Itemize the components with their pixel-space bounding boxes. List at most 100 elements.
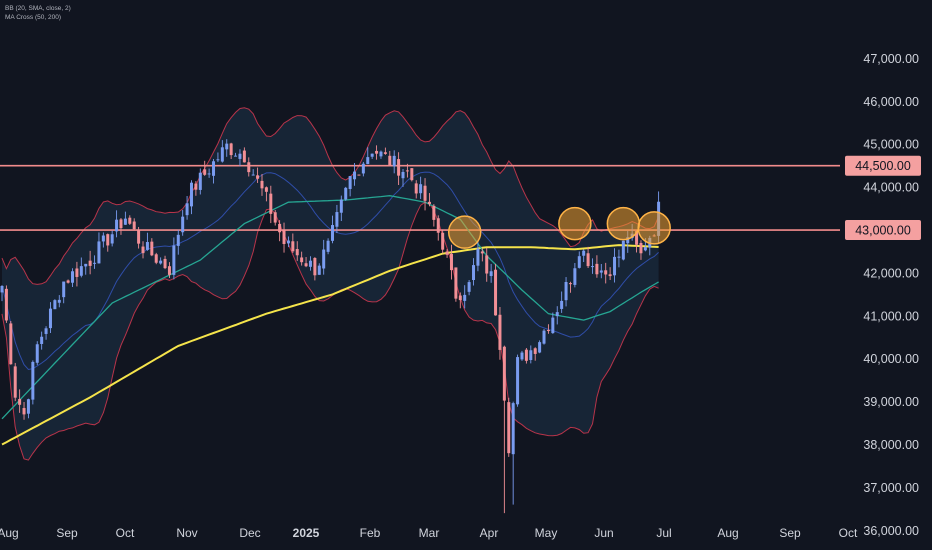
candle-body-35 (154, 254, 158, 263)
candle-body-96 (423, 185, 427, 201)
candle-body-78 (344, 187, 348, 200)
y-tick-label-3: 39,000.00 (863, 395, 919, 409)
candle-body-94 (414, 183, 418, 194)
candle-body-140 (617, 256, 621, 258)
y-tick-label-9: 45,000.00 (863, 138, 919, 152)
candle-body-61 (269, 193, 273, 214)
candle-body-118 (520, 352, 524, 360)
candle-body-92 (405, 170, 409, 172)
candle-body-50 (220, 147, 224, 162)
x-tick-label-4: Dec (239, 526, 260, 540)
candle-body-55 (242, 150, 246, 163)
candle-body-30 (132, 221, 136, 230)
candle-body-32 (141, 246, 145, 254)
candle-body-11 (48, 308, 52, 329)
highlight-circle-3 (637, 211, 671, 245)
candle-body-42 (185, 203, 189, 216)
candle-body-15 (66, 280, 70, 283)
level-tag-1 (845, 220, 921, 241)
candle-body-24 (106, 234, 110, 246)
candle-body-88 (388, 155, 392, 166)
candle-body-40 (176, 234, 180, 246)
candle-body-33 (145, 242, 149, 250)
highlight-circle-2 (606, 206, 641, 241)
candle-body-82 (361, 163, 365, 174)
candle-body-123 (542, 330, 546, 344)
candle-body-126 (555, 312, 559, 317)
candle-body-14 (62, 281, 66, 298)
candles (0, 139, 661, 514)
candle-body-58 (256, 175, 260, 179)
indicator-bb-label[interactable]: BB (20, SMA, close, 2) (5, 5, 71, 12)
level-tag-label-1: 43,000.00 (855, 224, 911, 238)
x-tick-label-2: Oct (116, 526, 135, 540)
x-tick-label-6: Feb (360, 526, 381, 540)
candle-body-25 (110, 234, 114, 244)
candle-body-60 (264, 187, 268, 192)
candle-body-144 (635, 230, 639, 245)
candle-body-142 (626, 237, 630, 244)
candle-body-112 (494, 269, 498, 316)
candle-body-29 (128, 217, 132, 224)
bb-fill (2, 107, 659, 461)
candle-body-114 (502, 346, 506, 401)
candle-body-5 (22, 408, 26, 415)
candle-body-38 (167, 266, 171, 275)
y-tick-label-2: 38,000.00 (863, 438, 919, 452)
candle-body-141 (621, 240, 625, 260)
x-tick-label-13: Sep (779, 526, 801, 540)
candle-body-22 (97, 241, 101, 264)
highlight-circles (447, 206, 671, 249)
y-tick-label-5: 41,000.00 (863, 309, 919, 323)
candle-body-64 (282, 229, 286, 245)
candle-body-51 (225, 143, 229, 150)
candle-body-111 (489, 271, 493, 277)
indicator-legend[interactable]: BB (20, SMA, close, 2) MA Cross (50, 200… (5, 4, 71, 22)
candle-body-36 (159, 260, 163, 264)
candle-body-117 (516, 357, 520, 405)
highlight-circle-0 (447, 215, 482, 249)
candle-body-79 (348, 176, 352, 189)
x-tick-label-1: Sep (56, 526, 78, 540)
x-tick-label-7: Mar (419, 526, 440, 540)
candle-body-46 (203, 169, 207, 175)
candle-body-68 (300, 257, 304, 263)
candle-body-84 (370, 153, 374, 157)
x-tick-label-9: May (535, 526, 558, 540)
candle-body-90 (397, 159, 401, 176)
x-tick-label-5: 2025 (293, 526, 320, 540)
level-tag-0 (845, 155, 921, 176)
candle-body-115 (507, 402, 511, 454)
indicator-ma-cross-label[interactable]: MA Cross (50, 200) (5, 14, 61, 21)
candle-body-100 (441, 232, 445, 250)
candle-body-7 (31, 361, 35, 400)
highlight-circle-1 (558, 206, 592, 241)
x-axis: Aug Sep Oct Nov Dec 2025 Feb Mar Apr May Jun Jul Aug… (0, 526, 858, 540)
candle-body-9 (40, 336, 44, 344)
candle-body-91 (401, 171, 405, 179)
candle-body-103 (454, 267, 458, 299)
candle-body-6 (26, 399, 30, 414)
candle-body-120 (529, 350, 533, 361)
candle-body-73 (322, 249, 326, 269)
ma50-line (1, 195, 659, 420)
candle-body-80 (353, 171, 357, 180)
candle-body-19 (84, 263, 88, 267)
candle-body-104 (458, 295, 462, 301)
candle-body-66 (291, 241, 295, 252)
candle-body-127 (560, 300, 564, 309)
x-tick-label-0: Aug (0, 526, 19, 540)
candle-body-97 (427, 201, 431, 205)
candle-body-48 (212, 161, 216, 176)
candle-body-34 (150, 241, 154, 256)
y-axis: 36,000.00 37,000.00 38,000.00 39,000.00 40,0… (863, 52, 919, 538)
candle-body-53 (234, 155, 238, 157)
candle-body-21 (93, 262, 97, 264)
candle-body-44 (194, 183, 198, 190)
bb-lower-band (1, 201, 659, 461)
x-tick-label-10: Jun (594, 526, 613, 540)
candle-body-98 (432, 205, 436, 220)
candle-body-137 (604, 270, 608, 275)
